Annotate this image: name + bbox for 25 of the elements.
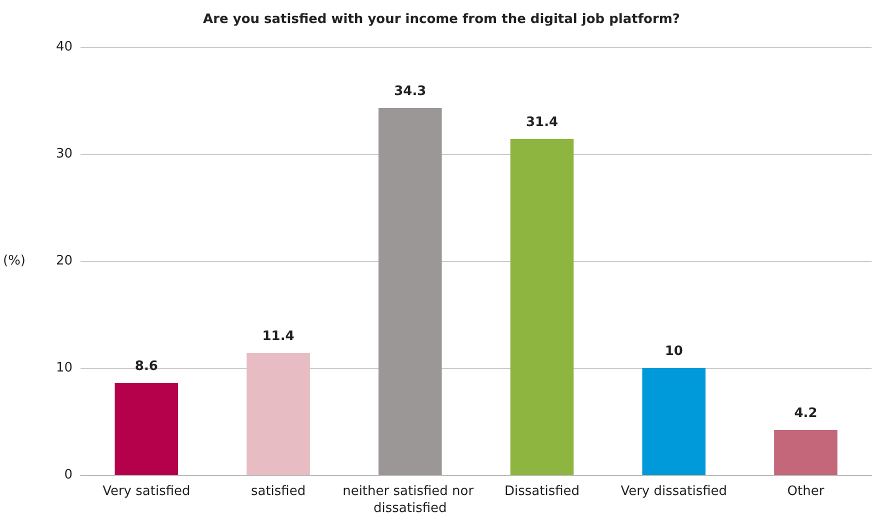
data-label: 11.4 bbox=[262, 329, 294, 344]
data-label: 34.3 bbox=[394, 84, 426, 99]
bar bbox=[246, 353, 310, 475]
y-tick-label: 20 bbox=[56, 254, 72, 268]
y-tick-label: 30 bbox=[56, 146, 72, 162]
data-label: 4.2 bbox=[794, 406, 818, 422]
x-tick-label: Very dissatisfied bbox=[620, 484, 728, 499]
bar bbox=[642, 368, 706, 475]
y-axis-title: (%) bbox=[2, 254, 26, 268]
y-tick-label: 0 bbox=[64, 468, 72, 482]
y-tick-label: 40 bbox=[56, 40, 72, 54]
bar bbox=[378, 108, 442, 475]
x-tick-label: Very satisfied bbox=[102, 484, 190, 499]
bar bbox=[774, 430, 838, 475]
data-label: 31.4 bbox=[526, 115, 558, 130]
bar bbox=[510, 139, 574, 475]
y-tick-label: 10 bbox=[56, 360, 72, 376]
chart-title: Are you satisfied with your income from the digital job platform? bbox=[203, 12, 680, 27]
x-tick-label: Other bbox=[787, 484, 825, 499]
data-label: 10 bbox=[664, 344, 683, 359]
x-tick-label: neither satisfied nor dissatisfied bbox=[342, 484, 478, 516]
x-tick-label: Dissatisfied bbox=[504, 484, 580, 499]
data-label: 8.6 bbox=[134, 358, 158, 374]
bar bbox=[114, 382, 178, 475]
x-tick-label: satisfied bbox=[250, 484, 306, 499]
